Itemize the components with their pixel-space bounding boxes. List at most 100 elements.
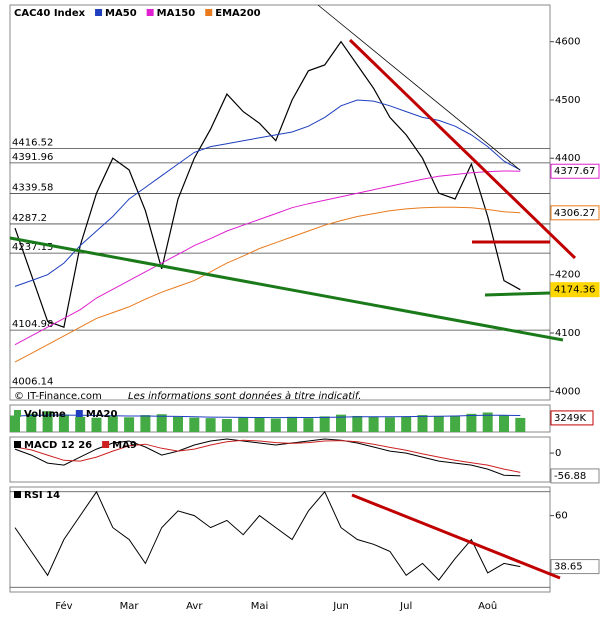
- volume-bar: [417, 415, 428, 432]
- x-tick-label: Mar: [120, 601, 140, 612]
- legend-label: CAC40 Index: [14, 8, 86, 19]
- legend-swatch: [205, 9, 213, 16]
- series-line: [14, 170, 521, 346]
- volume-bar: [433, 415, 444, 432]
- level-label: 4104.98: [12, 319, 53, 330]
- legend-label: MA9: [112, 440, 137, 451]
- level-label: 4416.52: [12, 138, 53, 149]
- y-tick-label: 60: [555, 511, 568, 522]
- x-tick-label: Avr: [186, 601, 203, 612]
- x-tick-label: Mai: [251, 601, 269, 612]
- note: Les informations sont données à titre in…: [128, 390, 361, 402]
- volume-bar: [42, 411, 53, 432]
- volume-bar: [140, 415, 151, 432]
- x-tick-label: Fév: [55, 600, 72, 612]
- volume-bar: [205, 418, 216, 432]
- trend-line: [484, 291, 551, 297]
- volume-bar: [156, 414, 167, 432]
- volume-bar: [10, 415, 20, 432]
- volume-bar: [91, 417, 102, 432]
- series-line: [14, 414, 521, 419]
- level-label: 4391.96: [12, 152, 53, 163]
- volume-bar: [352, 415, 363, 432]
- series-line: [14, 439, 521, 473]
- legend-label: MACD 12 26: [24, 440, 92, 451]
- volume-bar: [466, 413, 477, 432]
- legend-label: MA50: [105, 8, 137, 19]
- y-tick-label: 4100: [555, 328, 580, 339]
- x-tick-label: Aoû: [478, 600, 497, 612]
- volume-bar: [287, 416, 298, 432]
- volume-bar: [319, 416, 330, 432]
- trend-lines: [9, 4, 577, 580]
- volume-bar: [270, 418, 281, 432]
- series-line: [14, 40, 521, 329]
- value-tag: [550, 468, 600, 484]
- trend-line: [9, 236, 564, 342]
- trend-line: [348, 38, 577, 260]
- volume-bar: [499, 415, 509, 432]
- rsi-frame: [9, 486, 551, 593]
- volume-bar: [221, 419, 232, 432]
- level-label: 4287.2: [12, 213, 47, 224]
- volume-bar: [336, 414, 346, 432]
- level-label: 4339.58: [12, 182, 53, 193]
- x-tick-label: Jul: [399, 601, 412, 612]
- level-label: 4006.14: [12, 377, 53, 388]
- value-tag-label: -56.88: [554, 471, 586, 482]
- legend-label: Volume: [24, 409, 66, 420]
- y-tick-label: 4600: [555, 37, 580, 48]
- series-line: [14, 490, 521, 581]
- series-line: [14, 206, 521, 363]
- volume-bar: [238, 417, 249, 432]
- legend-swatch: [14, 441, 21, 448]
- legend-label: RSI 14: [24, 490, 60, 501]
- price-frame: [9, 4, 551, 401]
- macd-frame: [9, 436, 551, 483]
- legend-swatch: [102, 441, 110, 448]
- value-tag: [550, 205, 600, 221]
- legend-swatch: [75, 410, 83, 417]
- value-tag: [550, 282, 600, 298]
- volume-bar: [124, 417, 135, 432]
- volume-bar: [75, 416, 86, 432]
- legend-swatch: [14, 410, 21, 417]
- y-tick-label: 0: [555, 448, 561, 459]
- x-tick-label: Jun: [332, 601, 349, 612]
- value-tag-label: 4174.36: [554, 285, 595, 296]
- y-tick-label: 4500: [555, 95, 580, 106]
- value-tag: [550, 559, 600, 575]
- level-label: 4237.15: [12, 242, 53, 253]
- volume-bar: [189, 417, 200, 432]
- value-tag-label: 38.65: [554, 562, 583, 573]
- volume-bar: [254, 417, 265, 432]
- value-tag: [550, 163, 600, 179]
- legend-swatch: [14, 491, 21, 498]
- volume-bar: [58, 414, 69, 432]
- y-tick-label: 4200: [555, 270, 580, 281]
- volume-bar: [515, 417, 526, 432]
- series-line: [14, 99, 521, 287]
- volume-bar: [368, 416, 379, 432]
- volume-bar: [26, 413, 37, 432]
- y-tick-label: 4400: [555, 153, 580, 164]
- volume-bar: [384, 417, 395, 432]
- value-tag-label: 4377.67: [554, 166, 595, 177]
- y-tick-label: 4000: [555, 386, 580, 397]
- trend-line: [351, 493, 561, 580]
- volume-bar: [173, 416, 183, 432]
- legend-label: EMA200: [215, 8, 260, 19]
- value-tag-label: 3249K: [554, 413, 586, 424]
- volume-bar: [401, 416, 412, 432]
- legend-swatch: [146, 9, 154, 16]
- volume-bar: [482, 412, 493, 432]
- legend-label: MA20: [86, 409, 118, 420]
- legend-swatch: [95, 9, 103, 16]
- value-tag: [550, 410, 594, 426]
- volume-bar: [303, 418, 314, 432]
- legend-label: MA150: [157, 8, 196, 19]
- volume-bar: [107, 416, 118, 432]
- source: © IT-Finance.com: [14, 391, 102, 402]
